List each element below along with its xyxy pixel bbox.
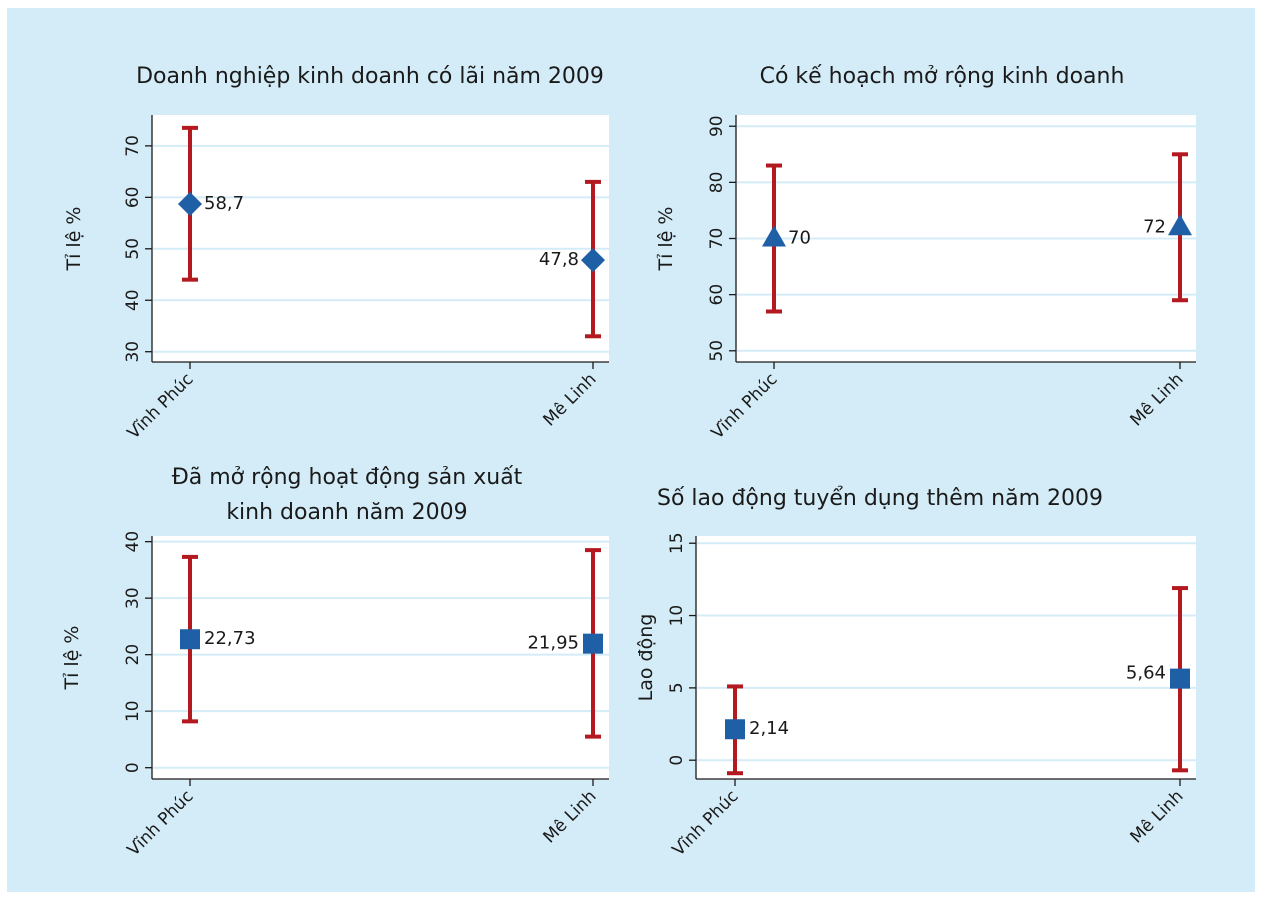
y-tick-label: 10 xyxy=(123,700,143,722)
data-point xyxy=(180,629,200,650)
data-point xyxy=(178,192,202,217)
y-tick-label: 5 xyxy=(667,682,687,693)
y-tick-label: 70 xyxy=(123,135,143,157)
plot-area xyxy=(696,536,1196,779)
y-axis-label: Lao động xyxy=(635,614,657,702)
data-label: 72 xyxy=(1143,216,1166,237)
y-tick-label: 50 xyxy=(707,340,727,362)
y-axis-label: Tỉ lệ % xyxy=(655,207,677,272)
y-axis-label: Tỉ lệ % xyxy=(63,207,85,272)
data-label: 22,73 xyxy=(204,628,256,649)
data-label: 47,8 xyxy=(539,249,579,270)
x-tick-label: Mê Linh xyxy=(540,786,601,847)
y-tick-label: 10 xyxy=(667,605,687,627)
data-label: 2,14 xyxy=(749,718,789,739)
chart-title: Doanh nghiệp kinh doanh có lãi năm 2009 xyxy=(136,64,604,89)
chart-title: kinh doanh năm 2009 xyxy=(226,500,467,525)
chart-title: Có kế hoạch mở rộng kinh doanh xyxy=(760,64,1125,89)
y-tick-label: 80 xyxy=(707,172,727,194)
y-tick-label: 15 xyxy=(667,532,687,554)
chart-panel-3: 0 10 20 30 40 Vĩnh Phúc Mê Linh Tỉ lệ % Đã mở rộ… xyxy=(61,465,609,860)
y-tick-label: 30 xyxy=(123,587,143,609)
y-tick-label: 40 xyxy=(123,531,143,553)
y-tick-label: 50 xyxy=(123,238,143,260)
x-tick-label: Vĩnh Phúc xyxy=(124,369,198,443)
y-tick-label: 20 xyxy=(123,644,143,666)
y-tick-label: 0 xyxy=(667,755,687,766)
x-tick-label: Vĩnh Phúc xyxy=(124,786,198,860)
data-label: 5,64 xyxy=(1126,663,1166,684)
data-label: 21,95 xyxy=(527,633,579,654)
data-label: 58,7 xyxy=(204,193,244,214)
data-point xyxy=(1170,668,1190,689)
y-tick-label: 40 xyxy=(123,289,143,311)
x-tick-label: Mê Linh xyxy=(1127,786,1188,847)
data-point xyxy=(581,248,605,273)
plot-area xyxy=(152,536,609,779)
plot-area xyxy=(152,115,609,362)
chart-panel-4: 0 5 10 15 Vĩnh Phúc Mê Linh Lao động Số lao độn… xyxy=(635,486,1196,860)
x-tick-label: Mê Linh xyxy=(1127,369,1188,430)
data-point xyxy=(583,633,603,654)
y-tick-label: 0 xyxy=(123,762,143,773)
y-tick-label: 90 xyxy=(707,115,727,137)
y-axis-label: Tỉ lệ % xyxy=(61,626,83,691)
chart-panel-2: 50 60 70 80 90 Vĩnh Phúc Mê Linh Tỉ lệ % Có kế h… xyxy=(655,64,1196,443)
y-tick-label: 30 xyxy=(123,341,143,363)
data-point xyxy=(762,225,786,247)
x-tick-label: Vĩnh Phúc xyxy=(669,786,743,860)
y-tick-label: 60 xyxy=(707,284,727,306)
x-tick-label: Vĩnh Phúc xyxy=(708,369,782,443)
data-label: 70 xyxy=(788,228,811,249)
x-tick-label: Mê Linh xyxy=(540,369,601,430)
chart-title: Số lao động tuyển dụng thêm năm 2009 xyxy=(657,486,1103,511)
chart-panel-1: 30 40 50 60 70 Vĩnh Phúc Mê Linh Tỉ lệ % Doanh n… xyxy=(63,64,609,443)
data-point xyxy=(1168,214,1192,236)
data-point xyxy=(725,719,745,740)
chart-title: Đã mở rộng hoạt động sản xuất xyxy=(172,465,523,490)
y-tick-label: 70 xyxy=(707,228,727,250)
y-tick-label: 60 xyxy=(123,187,143,209)
